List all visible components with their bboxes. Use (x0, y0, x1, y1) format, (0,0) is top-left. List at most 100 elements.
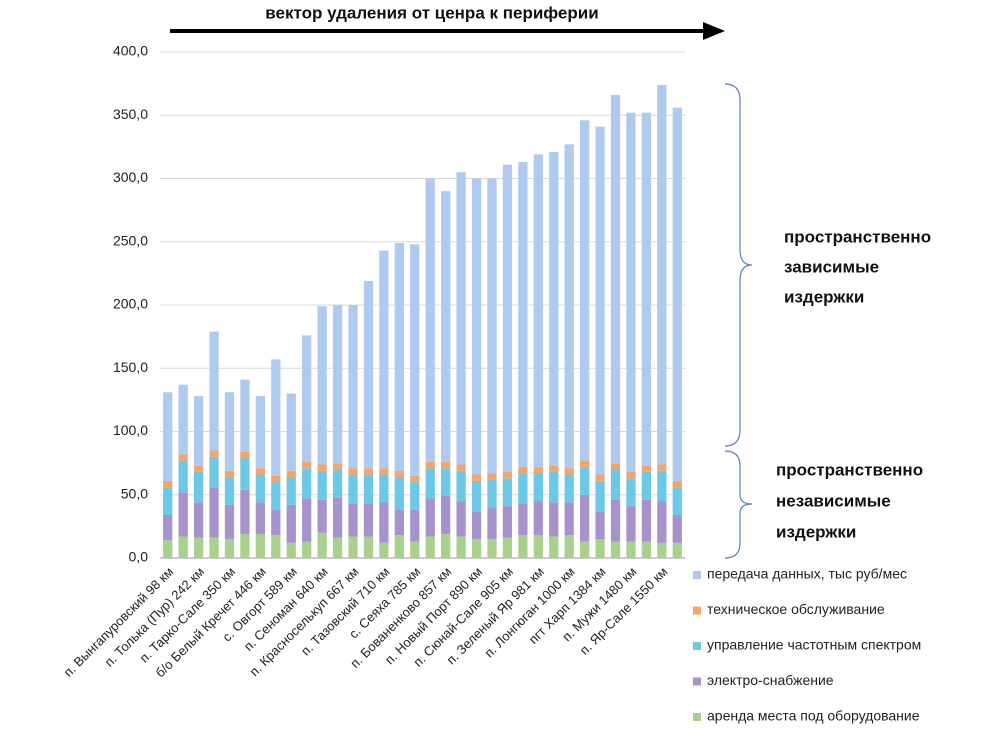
bar-segment (193, 471, 204, 503)
bar-segment (348, 503, 358, 537)
y-tick-label: 200,0 (113, 296, 148, 312)
bar-segment (502, 537, 513, 558)
bar-segment (487, 507, 497, 540)
annotation: издержки (776, 522, 856, 541)
bar-segment (255, 468, 265, 475)
bar-segment (441, 468, 451, 497)
bar-segment (379, 250, 389, 469)
bar-segment (672, 514, 682, 543)
legend-swatch (693, 606, 701, 615)
legend-label: аренда места под оборудование (707, 708, 920, 724)
bar-segment (456, 536, 466, 558)
bar-segment (641, 112, 652, 466)
bar-segment (209, 456, 219, 488)
bar-segment (564, 502, 574, 536)
bar-segment (672, 487, 682, 515)
annotation: издержки (784, 287, 864, 306)
bar-segment (441, 191, 451, 462)
bar-segment (456, 501, 466, 537)
bar-segment (410, 475, 420, 483)
bar-segment (163, 392, 173, 481)
bar-segment (657, 84, 667, 465)
bar-segment (595, 539, 605, 558)
bar-segment (394, 509, 404, 536)
legend-label: управление частотным спектром (707, 637, 921, 653)
bar-segment (363, 474, 374, 504)
bar-segment (332, 497, 343, 538)
bar-segment (533, 535, 543, 558)
bar-segment (163, 480, 173, 488)
bar-segment (441, 461, 451, 469)
bar-segment (518, 466, 528, 474)
bar-segment (502, 478, 513, 507)
bar-segment (302, 541, 312, 558)
bar-segment (487, 178, 497, 474)
brace (724, 450, 753, 559)
bar-segment (224, 539, 235, 558)
bar-segment (672, 107, 682, 481)
bar-segment (394, 535, 404, 558)
bar-segment (379, 474, 389, 503)
bar-segment (580, 120, 590, 461)
bar-segment (626, 478, 636, 507)
bar-segment (564, 535, 574, 558)
y-tick-label: 100,0 (113, 422, 148, 438)
bar-segment (332, 463, 343, 470)
bar-segment (317, 470, 327, 500)
bar-segment (533, 466, 543, 474)
bar-segment (564, 144, 574, 469)
bar-segment (657, 470, 667, 502)
y-tick-label: 250,0 (113, 232, 148, 248)
bar-segment (348, 305, 358, 469)
bar-segment (610, 463, 621, 470)
bar-segment (487, 479, 497, 508)
bar-segment (564, 474, 574, 503)
bar-segment (193, 537, 204, 558)
arrow-head (703, 22, 725, 40)
bar-segment (302, 461, 312, 469)
bar-segment (626, 112, 636, 472)
bar-segment (580, 494, 590, 542)
bar-segment (363, 280, 374, 469)
bar-segment (348, 536, 358, 558)
legend-label: передача данных, тыс руб/мес (707, 566, 907, 582)
bar-segment (456, 470, 466, 502)
annotation: пространственно (784, 227, 931, 246)
bar-segment (240, 489, 250, 534)
bar-segment (240, 379, 250, 452)
bar-segment (533, 473, 543, 502)
bar-segment (224, 477, 235, 505)
annotation: пространственно (776, 460, 923, 479)
bar-segment (224, 470, 235, 478)
y-tick-label: 150,0 (113, 359, 148, 375)
bar-segment (348, 474, 358, 504)
bar-segment (348, 468, 358, 475)
y-tick-label: 350,0 (113, 106, 148, 122)
bar-segment (271, 482, 281, 510)
bar-segment (302, 498, 312, 542)
bar-segment (255, 533, 265, 558)
bar-segment (302, 335, 312, 462)
bar-segment (286, 504, 296, 543)
bar-segment (441, 496, 451, 534)
bar-segment (657, 542, 667, 558)
bar-segment (626, 541, 636, 558)
bar-segment (379, 468, 389, 475)
bar-segment (224, 504, 235, 540)
bar-segment (672, 480, 682, 488)
bar-segment (626, 506, 636, 542)
legend-swatch (693, 571, 701, 579)
bar-segment (379, 542, 389, 558)
bar-segment (610, 95, 621, 464)
bar-segment (178, 454, 188, 461)
bar-segment (410, 541, 420, 558)
bar-segment (657, 501, 667, 543)
bar-segment (580, 541, 590, 558)
bar-segment (518, 503, 528, 536)
bar-segment (549, 465, 559, 472)
legend-swatch (693, 677, 701, 686)
bar-segment (271, 509, 281, 536)
brace (724, 83, 753, 447)
bar-segment (471, 480, 482, 512)
bar-segment (518, 535, 528, 558)
